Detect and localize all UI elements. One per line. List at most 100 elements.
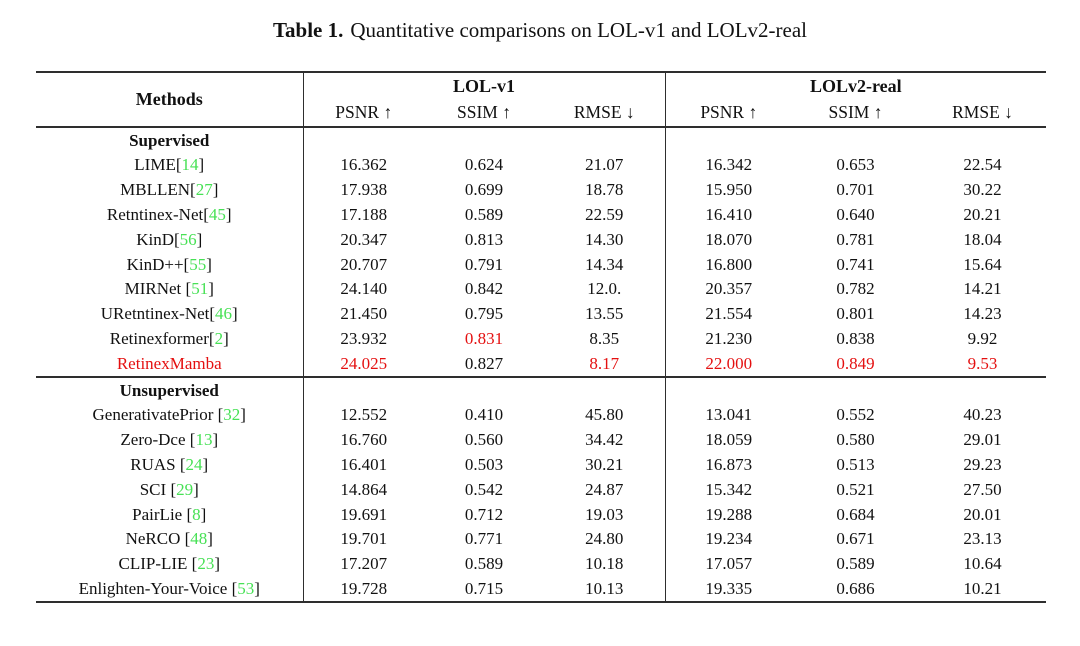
value-cell: 21.230 <box>664 326 793 352</box>
value-cell: 22.59 <box>585 205 624 225</box>
value-cell: 0.560 <box>464 430 504 450</box>
value-cell: 14.864 <box>302 477 424 502</box>
method-name: KinD <box>136 229 174 249</box>
value-cell: 0.624 <box>464 155 504 175</box>
metric-header-lolv2-rmse: RMSE ↓ <box>919 99 1047 128</box>
value-cell: 20.01 <box>963 504 1002 524</box>
citation-number: 53 <box>237 578 255 598</box>
method-cell: Retinexformer[2] <box>109 329 229 348</box>
empty-cell <box>544 375 666 403</box>
value-cell: 0.410 <box>464 405 504 425</box>
value-cell: 18.059 <box>664 427 793 453</box>
citation-number: 45 <box>208 205 226 225</box>
value-cell: 0.589 <box>464 205 504 225</box>
empty-cell <box>664 375 793 403</box>
citation-number: 2 <box>214 329 224 348</box>
citation-number: 23 <box>197 554 215 574</box>
value-cell: 0.580 <box>836 430 875 450</box>
method-cell: Zero-Dce [13] <box>120 430 219 450</box>
value-cell: 9.92 <box>967 329 998 348</box>
method-name: URetntinex-Net <box>100 304 210 324</box>
paper-page: Table 1. Quantitative comparisons on LOL-… <box>0 18 1080 604</box>
value-cell: 0.813 <box>464 229 504 249</box>
table-row: NeRCO [48] 19.701 0.771 24.80 19.234 0.671 23.… <box>36 526 1046 552</box>
value-cell: 8.35 <box>589 329 620 348</box>
value-cell: 17.938 <box>302 177 424 203</box>
citation-number: 14 <box>181 155 199 175</box>
section-label: Unsupervised <box>36 375 303 403</box>
empty-cell <box>544 127 665 153</box>
value-cell: 0.684 <box>836 504 875 524</box>
table-row: Zero-Dce [13] 16.760 0.560 34.42 18.059 0.580… <box>36 427 1046 453</box>
value-cell: 20.357 <box>664 276 793 302</box>
method-cell: RUAS [24] <box>130 454 209 474</box>
value-cell: 23.932 <box>302 326 424 352</box>
method-cell: MIRNet [51] <box>124 279 214 299</box>
value-cell: 45.80 <box>585 405 624 425</box>
value-cell: 0.771 <box>464 529 504 549</box>
value-cell: 0.640 <box>836 205 875 225</box>
citation-number: 13 <box>195 430 213 450</box>
method-name: GenerativatePrior <box>92 405 214 425</box>
citation-number: 32 <box>223 405 241 425</box>
value-cell: 0.671 <box>836 529 875 549</box>
value-cell: 19.691 <box>302 501 424 527</box>
table-row: GenerativatePrior [32] 12.552 0.410 45.80 13… <box>36 402 1046 428</box>
table-row: MBLLEN[27] 17.938 0.699 18.78 15.950 0.701 30.… <box>36 177 1046 203</box>
table-row: KinD++[55] 20.707 0.791 14.34 16.800 0.741 15.… <box>36 251 1046 277</box>
value-cell: 24.80 <box>585 529 624 549</box>
value-cell: 13.041 <box>664 402 793 428</box>
value-cell: 0.715 <box>464 578 504 598</box>
methods-header: Methods <box>36 72 303 128</box>
group-header-row: Methods LOL-v1 LOLv2-real <box>36 72 1047 128</box>
value-cell: 0.552 <box>836 405 875 425</box>
method-cell: SCI [29] <box>139 479 199 499</box>
method-cell: RetinexMamba <box>36 351 303 377</box>
table-row: KinD[56] 20.347 0.813 14.30 18.070 0.781 18.04 <box>36 227 1046 252</box>
value-cell: 21.554 <box>664 301 793 327</box>
value-cell: 9.53 <box>967 353 998 373</box>
citation-number: 48 <box>190 529 208 549</box>
value-cell: 22.54 <box>963 155 1002 175</box>
citation-number: 51 <box>191 279 209 299</box>
value-cell: 23.13 <box>963 529 1002 549</box>
empty-cell <box>424 127 544 153</box>
value-cell: 10.13 <box>585 578 624 598</box>
value-cell: 0.712 <box>464 504 504 524</box>
empty-cell <box>792 375 920 403</box>
method-cell: KinD++[55] <box>126 254 212 274</box>
value-cell: 19.701 <box>302 526 424 552</box>
method-name: Zero-Dce <box>120 430 186 450</box>
metric-header-row: PSNR ↑ SSIM ↑ RMSE ↓ PSNR ↑ SSIM ↑ RMSE … <box>36 99 1047 128</box>
value-cell: 17.057 <box>664 551 793 577</box>
value-cell: 29.23 <box>963 454 1002 474</box>
value-cell: 0.827 <box>464 353 504 373</box>
value-cell: 0.513 <box>836 454 875 474</box>
method-name: NeRCO <box>125 529 181 549</box>
citation-number: 55 <box>189 254 207 274</box>
value-cell: 17.207 <box>302 551 424 577</box>
method-cell: MBLLEN[27] <box>120 180 219 200</box>
method-name: PairLie <box>132 504 183 524</box>
value-cell: 12.552 <box>302 402 424 428</box>
value-cell: 10.64 <box>963 554 1002 574</box>
value-cell: 0.791 <box>464 254 504 274</box>
metric-header-lolv1-psnr: PSNR ↑ <box>302 99 424 128</box>
method-name: RetinexMamba <box>116 353 222 373</box>
value-cell: 0.542 <box>464 479 504 499</box>
value-cell: 0.831 <box>464 329 504 348</box>
value-cell: 0.701 <box>836 180 875 200</box>
method-cell: URetntinex-Net[46] <box>100 304 238 324</box>
value-cell: 18.78 <box>585 180 624 200</box>
value-cell: 0.589 <box>836 554 875 574</box>
table-row: URetntinex-Net[46] 21.450 0.795 13.55 21.554… <box>36 301 1046 327</box>
value-cell: 14.34 <box>585 254 624 274</box>
method-cell: PairLie [8] <box>132 504 207 524</box>
value-cell: 29.01 <box>963 430 1002 450</box>
method-name: KinD++ <box>126 254 184 274</box>
metric-header-lolv1-rmse: RMSE ↓ <box>544 99 666 128</box>
value-cell: 21.07 <box>585 155 624 175</box>
value-cell: 0.842 <box>464 279 504 299</box>
value-cell: 0.838 <box>836 329 875 348</box>
value-cell: 17.188 <box>302 202 424 228</box>
